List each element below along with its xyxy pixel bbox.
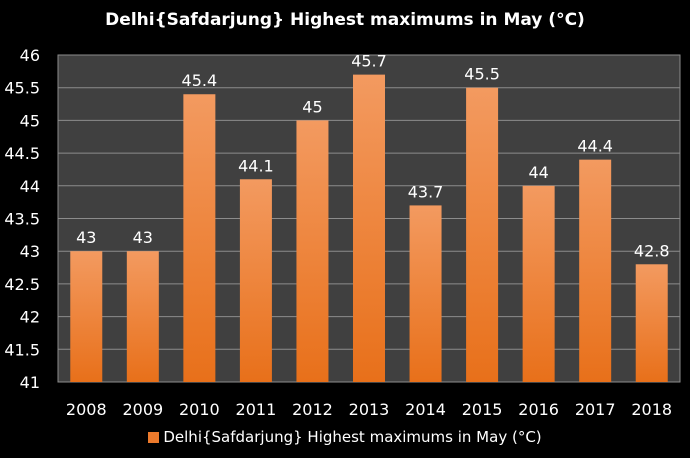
y-tick-label: 43: [20, 242, 40, 261]
data-label: 45.4: [182, 71, 218, 90]
data-label: 43.7: [408, 182, 444, 201]
bar: [126, 251, 159, 382]
legend-swatch: [148, 432, 160, 443]
x-tick-label: 2008: [66, 400, 107, 419]
x-tick-label: 2013: [349, 400, 390, 419]
y-tick-label: 44.5: [4, 144, 40, 163]
chart-title: Delhi{Safdarjung} Highest maximums in Ma…: [105, 10, 585, 30]
y-tick-label: 45: [20, 111, 40, 130]
legend-label: Delhi{Safdarjung} Highest maximums in Ma…: [163, 428, 542, 446]
data-label: 42.8: [634, 241, 670, 260]
x-tick-label: 2011: [236, 400, 277, 419]
data-label: 44.1: [238, 156, 274, 175]
x-tick-label: 2017: [575, 400, 616, 419]
y-tick-label: 41: [20, 373, 40, 392]
data-label: 45.7: [351, 52, 387, 71]
x-tick-label: 2014: [405, 400, 446, 419]
x-tick-label: 2015: [462, 400, 503, 419]
y-tick-label: 41.5: [4, 340, 40, 359]
bar: [353, 74, 385, 383]
x-tick-label: 2012: [292, 400, 333, 419]
y-tick-label: 46: [20, 46, 40, 65]
data-label: 44.4: [577, 137, 613, 156]
y-tick-label: 42.5: [4, 275, 40, 294]
bar: [239, 179, 272, 382]
bar: [579, 159, 612, 382]
bar: [466, 87, 499, 382]
data-label: 45: [302, 97, 322, 116]
bar: [183, 94, 216, 383]
data-label: 45.5: [464, 65, 500, 84]
data-label: 43: [76, 228, 96, 247]
x-tick-label: 2016: [518, 400, 559, 419]
y-tick-label: 45.5: [4, 79, 40, 98]
bar: [522, 185, 555, 382]
bar: [70, 251, 103, 382]
x-tick-label: 2010: [179, 400, 220, 419]
y-tick-label: 43.5: [4, 210, 40, 229]
legend: Delhi{Safdarjung} Highest maximums in Ma…: [0, 428, 690, 446]
bar: [635, 264, 668, 382]
bar: [409, 205, 442, 382]
y-tick-label: 42: [20, 308, 40, 327]
data-label: 44: [528, 163, 548, 182]
x-tick-label: 2018: [631, 400, 672, 419]
y-tick-label: 44: [20, 177, 40, 196]
bar: [296, 120, 329, 383]
x-tick-label: 2009: [122, 400, 163, 419]
data-label: 43: [133, 228, 153, 247]
